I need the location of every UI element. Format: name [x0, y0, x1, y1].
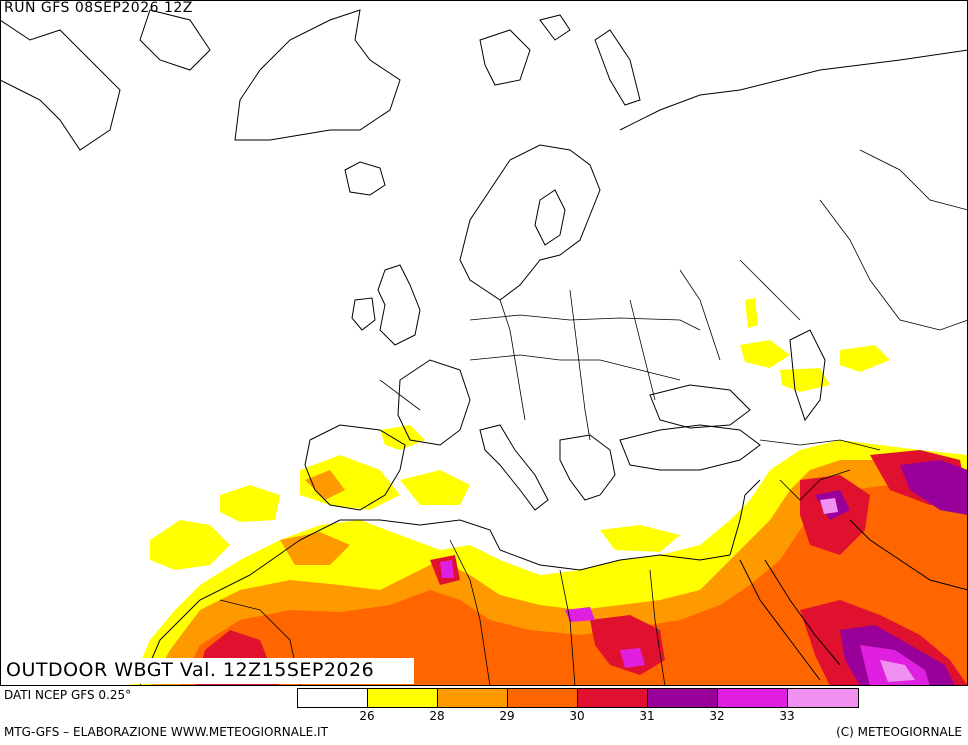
run-label: RUN GFS 08SEP2026 12Z: [4, 0, 193, 16]
source-label: DATI NCEP GFS 0.25°: [4, 688, 132, 702]
map-title: OUTDOOR WBGT Val. 12Z15SEP2026: [6, 659, 375, 681]
scale-segment: [578, 689, 648, 707]
scale-segment: [298, 689, 368, 707]
scale-tick-label: 28: [429, 709, 445, 723]
title-box: [2, 658, 414, 684]
scale-tick-label: 32: [709, 709, 725, 723]
footer-right: (C) METEOGIORNALE: [836, 725, 962, 739]
scale-tick-label: 29: [499, 709, 515, 723]
scale-segment: [648, 689, 718, 707]
wbgt-fill-layer: [130, 298, 968, 686]
scale-segment: [718, 689, 788, 707]
scale-segment: [508, 689, 578, 707]
scale-tick-label: 30: [569, 709, 585, 723]
scale-tick-label: 31: [639, 709, 655, 723]
scale-tick-label: 33: [779, 709, 795, 723]
scale-tick-label: 26: [359, 709, 375, 723]
scale-segment: [788, 689, 858, 707]
color-scale-bar: [297, 688, 859, 708]
scale-segment: [438, 689, 508, 707]
country-borders: [219, 149, 968, 686]
coastlines: [0, 9, 968, 686]
weather-map: [0, 0, 968, 686]
footer-left: MTG-GFS – ELABORAZIONE WWW.METEOGIORNALE…: [4, 725, 328, 739]
scale-segment: [368, 689, 438, 707]
